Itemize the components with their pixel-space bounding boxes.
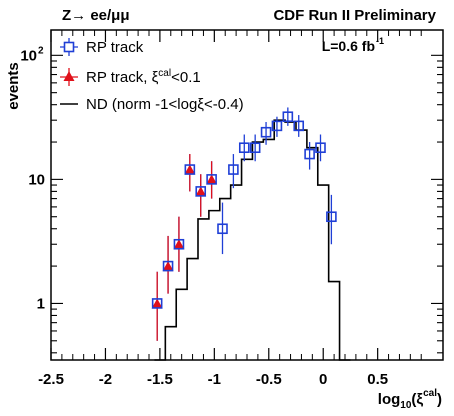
legend-entry-rp-track: RP track	[60, 38, 144, 56]
rp-track-cal-point	[151, 298, 163, 309]
legend-label-rp-track-cal-tail: <0.1	[171, 69, 201, 86]
rp-track-point	[162, 260, 174, 272]
experiment-label: CDF Run II Preliminary	[273, 7, 436, 24]
lumi-label: L=0.6 fb	[322, 38, 375, 54]
legend-label-rp-track-cal-text: RP track, ξ	[86, 69, 159, 86]
rp-track-point	[151, 298, 163, 309]
legend-entry-nd: ND (norm -1<logξ<-0.4)	[60, 96, 244, 113]
rp-track-point	[238, 142, 250, 154]
process-label: Z→ ee/μμ	[62, 7, 130, 24]
y-tick-label-top-exp: 2	[38, 45, 44, 56]
x-tick-label: -2.5	[38, 371, 64, 388]
x-axis-title-paren: (ξ	[411, 391, 423, 408]
rp-track-cal-point	[206, 174, 218, 185]
rp-track-point	[206, 174, 217, 185]
rp-track-point	[249, 142, 261, 154]
rp-track-point	[326, 211, 337, 223]
x-axis-title-sup: cal	[423, 388, 437, 399]
x-axis-title-sub: 10	[400, 400, 412, 411]
rp-track-point	[293, 120, 305, 132]
y-tick-label: 1	[37, 295, 45, 312]
triangle-marker-icon	[63, 71, 75, 81]
x-tick-label: 0	[319, 371, 327, 388]
rp-track-cal-point	[173, 239, 185, 250]
open-square-marker-icon	[63, 41, 75, 53]
rp-track-point	[195, 186, 207, 197]
lumi-exponent: -1	[376, 36, 384, 46]
rp-track-point	[260, 126, 272, 138]
x-tick-label: -1.5	[147, 371, 173, 388]
legend-label-rp-track: RP track	[86, 39, 144, 56]
data-points	[151, 107, 337, 341]
x-tick-label: 0.5	[367, 371, 388, 388]
x-axis-title: log10(ξcal)	[378, 388, 442, 411]
y-axis-title: events	[5, 62, 22, 110]
nd-histogram	[154, 119, 351, 361]
y-tick-label-top: 10	[20, 47, 37, 64]
x-tick-label: -0.5	[256, 371, 282, 388]
y-tick-label: 10	[28, 171, 45, 188]
rp-track-point	[184, 164, 196, 175]
nd-step-line	[154, 119, 351, 361]
x-tick-label: -2	[99, 371, 112, 388]
legend-label-rp-track-cal-sup: cal	[158, 68, 171, 79]
x-axis-title-main: log	[378, 391, 401, 408]
rp-track-point	[315, 142, 326, 154]
rp-track-point	[271, 120, 283, 132]
rp-track-point	[304, 148, 315, 160]
legend: RP track RP track, ξcal<0.1 ND (norm -1<…	[60, 38, 244, 113]
x-tick-label: -1	[208, 371, 221, 388]
rp-track-cal-point	[195, 186, 207, 197]
legend-entry-rp-track-cal: RP track, ξcal<0.1	[60, 68, 201, 86]
x-axis-title-close: )	[437, 391, 442, 408]
rp-track-cal-point	[162, 261, 174, 272]
legend-label-rp-track-cal: RP track, ξcal<0.1	[86, 68, 201, 86]
rp-track-point	[217, 223, 228, 235]
rp-track-point	[282, 111, 294, 123]
legend-label-nd: ND (norm -1<logξ<-0.4)	[86, 96, 244, 113]
rp-track-cal-point	[184, 164, 196, 175]
rp-track-point	[228, 164, 239, 175]
rp-track-point	[173, 238, 185, 250]
